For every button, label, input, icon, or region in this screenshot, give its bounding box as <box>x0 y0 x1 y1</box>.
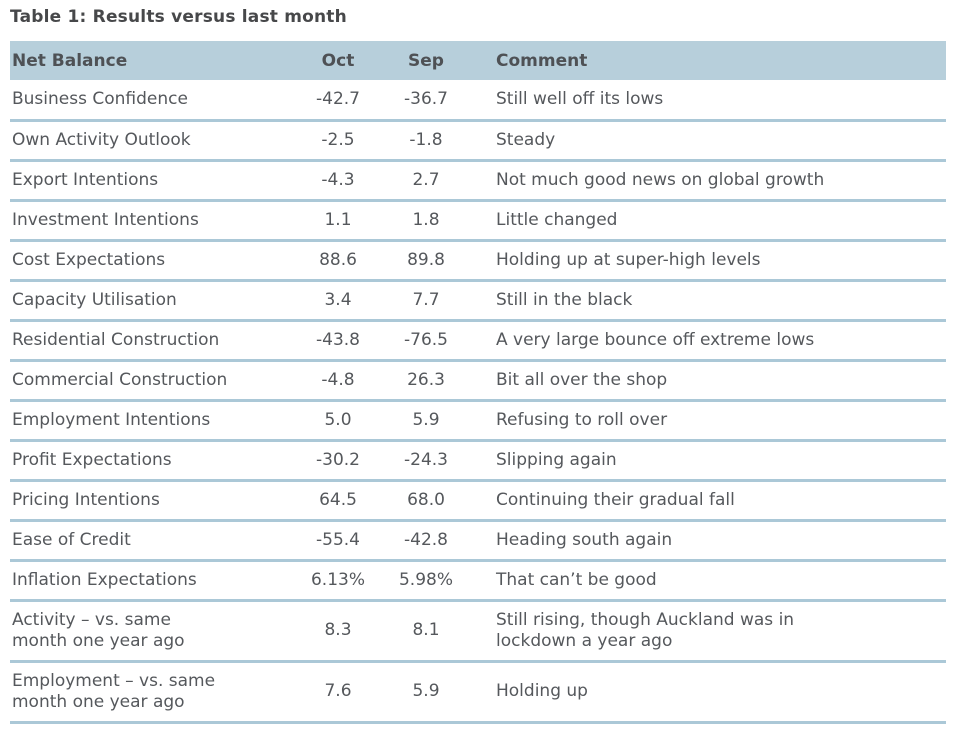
row-comment: Still rising, though Auckland was in loc… <box>474 600 946 663</box>
col-header-oct: Oct <box>298 41 378 80</box>
row-label: Inflation Expectations <box>10 560 298 602</box>
row-comment: Little changed <box>474 200 946 242</box>
header-row: Net Balance Oct Sep Comment <box>10 41 946 80</box>
row-comment: Holding up at super-high levels <box>474 240 946 282</box>
oct-value: -4.8 <box>298 360 378 402</box>
sep-value: -36.7 <box>378 80 474 122</box>
row-label: Employment Intentions <box>10 400 298 442</box>
row-comment: Still in the black <box>474 280 946 322</box>
row-label: Pricing Intentions <box>10 480 298 522</box>
oct-value: -4.3 <box>298 160 378 202</box>
oct-value: 1.1 <box>298 200 378 242</box>
table-row: Activity – vs. same month one year ago 8.… <box>10 600 946 663</box>
oct-value: 6.13% <box>298 560 378 602</box>
row-label: Residential Construction <box>10 320 298 362</box>
oct-value: -2.5 <box>298 120 378 162</box>
oct-value: 5.0 <box>298 400 378 442</box>
oct-value: -42.7 <box>298 80 378 122</box>
row-label: Commercial Construction <box>10 360 298 402</box>
row-label: Capacity Utilisation <box>10 280 298 322</box>
row-comment: A very large bounce off extreme lows <box>474 320 946 362</box>
sep-value: -1.8 <box>378 120 474 162</box>
oct-value: 8.3 <box>298 600 378 663</box>
sep-value: 7.7 <box>378 280 474 322</box>
row-comment: Continuing their gradual fall <box>474 480 946 522</box>
col-header-sep: Sep <box>378 41 474 80</box>
oct-value: 3.4 <box>298 280 378 322</box>
table-row: Pricing Intentions 64.5 68.0 Continuing the… <box>10 480 946 522</box>
row-comment: Heading south again <box>474 520 946 562</box>
table-row: Residential Construction -43.8 -76.5 A very… <box>10 320 946 362</box>
row-comment: Bit all over the shop <box>474 360 946 402</box>
sep-value: 5.9 <box>378 400 474 442</box>
table-row: Investment Intentions 1.1 1.8 Little change… <box>10 200 946 242</box>
col-header-comment: Comment <box>474 41 946 80</box>
table-row: Export Intentions -4.3 2.7 Not much good ne… <box>10 160 946 202</box>
results-table: Net Balance Oct Sep Comment Business Con… <box>10 41 946 724</box>
row-label: Profit Expectations <box>10 440 298 482</box>
table-row: Cost Expectations 88.6 89.8 Holding up at s… <box>10 240 946 282</box>
row-comment: Refusing to roll over <box>474 400 946 442</box>
sep-value: 5.9 <box>378 661 474 724</box>
row-label: Export Intentions <box>10 160 298 202</box>
sep-value: 89.8 <box>378 240 474 282</box>
sep-value: 2.7 <box>378 160 474 202</box>
table-row: Business Confidence -42.7 -36.7 Still well … <box>10 80 946 122</box>
row-comment: Still well off its lows <box>474 80 946 122</box>
oct-value: 64.5 <box>298 480 378 522</box>
oct-value: -55.4 <box>298 520 378 562</box>
table-title: Table 1: Results versus last month <box>10 7 347 27</box>
oct-value: -30.2 <box>298 440 378 482</box>
row-comment: That can’t be good <box>474 560 946 602</box>
oct-value: -43.8 <box>298 320 378 362</box>
row-comment: Holding up <box>474 661 946 724</box>
sep-value: -24.3 <box>378 440 474 482</box>
table-row: Commercial Construction -4.8 26.3 Bit all o… <box>10 360 946 402</box>
row-comment: Steady <box>474 120 946 162</box>
row-comment: Slipping again <box>474 440 946 482</box>
sep-value: -42.8 <box>378 520 474 562</box>
sep-value: 5.98% <box>378 560 474 602</box>
row-label: Ease of Credit <box>10 520 298 562</box>
table-body: Business Confidence -42.7 -36.7 Still well … <box>10 80 946 724</box>
sep-value: -76.5 <box>378 320 474 362</box>
oct-value: 88.6 <box>298 240 378 282</box>
col-header-net-balance: Net Balance <box>10 41 298 80</box>
row-label: Activity – vs. same month one year ago <box>10 600 298 663</box>
sep-value: 8.1 <box>378 600 474 663</box>
oct-value: 7.6 <box>298 661 378 724</box>
table-row: Employment – vs. same month one year ago… <box>10 661 946 724</box>
sep-value: 1.8 <box>378 200 474 242</box>
table-row: Ease of Credit -55.4 -42.8 Heading south ag… <box>10 520 946 562</box>
table-row: Profit Expectations -30.2 -24.3 Slipping ag… <box>10 440 946 482</box>
row-label: Cost Expectations <box>10 240 298 282</box>
row-label: Business Confidence <box>10 80 298 122</box>
row-label: Investment Intentions <box>10 200 298 242</box>
table-row: Own Activity Outlook -2.5 -1.8 Steady <box>10 120 946 162</box>
sep-value: 68.0 <box>378 480 474 522</box>
row-label: Own Activity Outlook <box>10 120 298 162</box>
table-row: Inflation Expectations 6.13% 5.98% That can… <box>10 560 946 602</box>
table-row: Employment Intentions 5.0 5.9 Refusing to r… <box>10 400 946 442</box>
row-comment: Not much good news on global growth <box>474 160 946 202</box>
table-row: Capacity Utilisation 3.4 7.7 Still in the b… <box>10 280 946 322</box>
sep-value: 26.3 <box>378 360 474 402</box>
row-label: Employment – vs. same month one year ago <box>10 661 298 724</box>
